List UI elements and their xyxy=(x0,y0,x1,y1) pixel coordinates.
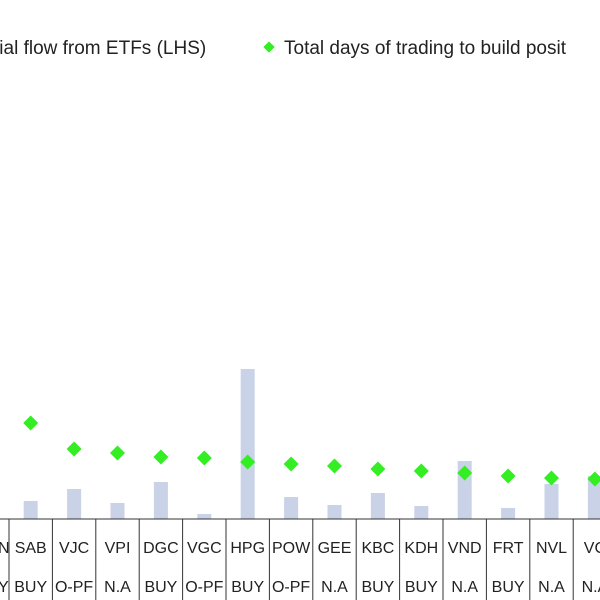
marker-vnd xyxy=(457,465,473,481)
bar-vgc xyxy=(197,514,212,519)
marker-nvl xyxy=(544,470,559,486)
tick-label-nvl: NVL xyxy=(536,540,567,557)
bar-hpg xyxy=(240,369,255,519)
rating-label-kbc: BUY xyxy=(361,579,394,596)
rating-label-gee: N.A xyxy=(321,579,348,596)
bar-vc xyxy=(587,476,600,519)
tick-label-pow: POW xyxy=(272,540,311,557)
bar-vpi xyxy=(110,503,125,519)
tick-label-gee: GEE xyxy=(318,540,352,557)
category-table: N Y SAB BUY VJC O-PF VPI N.A DGC BUY VGC O-PF HPG B… xyxy=(0,518,600,600)
legend-marker-days xyxy=(263,41,275,53)
bar-dgc xyxy=(153,482,168,519)
legend-label-days: Total days of trading to build posit xyxy=(284,38,567,59)
bar-kdh xyxy=(414,506,429,519)
table-edge-left-row1: N xyxy=(0,540,10,557)
marker-series xyxy=(23,415,600,487)
rating-label-pow: O-PF xyxy=(272,579,310,596)
marker-vgc xyxy=(196,450,212,466)
tick-label-vc: VC xyxy=(584,540,600,557)
tick-label-sab: SAB xyxy=(15,540,47,557)
legend-label-flow: tial flow from ETFs (LHS) xyxy=(0,38,206,59)
bar-pow xyxy=(284,497,299,519)
tick-label-vgc: VGC xyxy=(187,540,222,557)
bar-kbc xyxy=(370,493,385,519)
marker-frt xyxy=(500,468,516,484)
tick-label-dgc: DGC xyxy=(143,540,179,557)
marker-vc xyxy=(587,471,600,487)
rating-label-dgc: BUY xyxy=(144,579,177,596)
marker-pow xyxy=(283,456,299,472)
marker-vjc xyxy=(66,441,82,457)
rating-label-kdh: BUY xyxy=(405,579,438,596)
bar-nvl xyxy=(544,484,559,519)
tick-label-vjc: VJC xyxy=(59,540,89,557)
bar-series xyxy=(23,369,600,519)
tick-label-kdh: KDH xyxy=(404,540,438,557)
tick-label-kbc: KBC xyxy=(361,540,394,557)
rating-label-vjc: O-PF xyxy=(55,579,93,596)
marker-kdh xyxy=(413,463,429,479)
rating-label-vgc: O-PF xyxy=(185,579,223,596)
rating-label-hpg: BUY xyxy=(231,579,264,596)
marker-gee xyxy=(327,458,342,474)
rating-label-frt: BUY xyxy=(492,579,525,596)
rating-label-vnd: N.A xyxy=(451,579,478,596)
marker-vpi xyxy=(110,445,125,461)
table-edge-left-row2: Y xyxy=(0,579,9,596)
rating-label-vc: N.A xyxy=(582,579,600,596)
bar-sab xyxy=(23,501,38,519)
tick-label-vnd: VND xyxy=(448,540,482,557)
bar-vjc xyxy=(67,489,82,519)
tick-label-vpi: VPI xyxy=(105,540,131,557)
marker-dgc xyxy=(153,449,169,465)
marker-kbc xyxy=(370,461,386,477)
rating-label-nvl: N.A xyxy=(538,579,565,596)
bar-gee xyxy=(327,505,342,519)
marker-sab xyxy=(23,415,39,431)
marker-hpg xyxy=(240,454,256,470)
legend: tial flow from ETFs (LHS) Total days of … xyxy=(0,38,567,59)
tick-label-hpg: HPG xyxy=(230,540,265,557)
bar-frt xyxy=(501,508,516,519)
tick-label-frt: FRT xyxy=(493,540,524,557)
rating-label-sab: BUY xyxy=(14,579,47,596)
rating-label-vpi: N.A xyxy=(104,579,131,596)
